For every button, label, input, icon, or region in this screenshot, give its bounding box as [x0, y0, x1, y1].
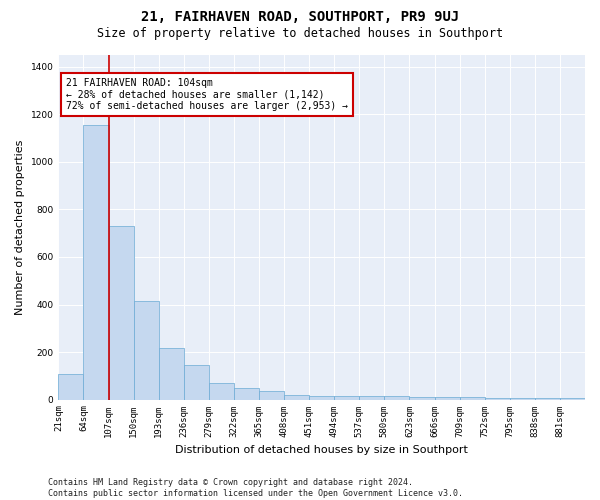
Bar: [409, 397, 434, 400]
Bar: [259, 391, 284, 400]
Text: 21, FAIRHAVEN ROAD, SOUTHPORT, PR9 9UJ: 21, FAIRHAVEN ROAD, SOUTHPORT, PR9 9UJ: [141, 10, 459, 24]
Bar: [510, 398, 535, 400]
Bar: [359, 396, 385, 400]
Bar: [184, 365, 209, 400]
Bar: [560, 398, 585, 400]
Bar: [109, 226, 134, 400]
Bar: [334, 396, 359, 400]
Bar: [159, 348, 184, 400]
Bar: [535, 398, 560, 400]
X-axis label: Distribution of detached houses by size in Southport: Distribution of detached houses by size …: [175, 445, 468, 455]
Text: 21 FAIRHAVEN ROAD: 104sqm
← 28% of detached houses are smaller (1,142)
72% of se: 21 FAIRHAVEN ROAD: 104sqm ← 28% of detac…: [66, 78, 348, 111]
Bar: [209, 383, 234, 400]
Y-axis label: Number of detached properties: Number of detached properties: [15, 140, 25, 315]
Bar: [83, 125, 109, 400]
Bar: [234, 388, 259, 400]
Bar: [284, 395, 309, 400]
Bar: [58, 374, 83, 400]
Bar: [460, 397, 485, 400]
Bar: [309, 396, 334, 400]
Bar: [134, 301, 159, 400]
Bar: [434, 397, 460, 400]
Bar: [485, 398, 510, 400]
Text: Size of property relative to detached houses in Southport: Size of property relative to detached ho…: [97, 28, 503, 40]
Text: Contains HM Land Registry data © Crown copyright and database right 2024.
Contai: Contains HM Land Registry data © Crown c…: [48, 478, 463, 498]
Bar: [385, 396, 409, 400]
